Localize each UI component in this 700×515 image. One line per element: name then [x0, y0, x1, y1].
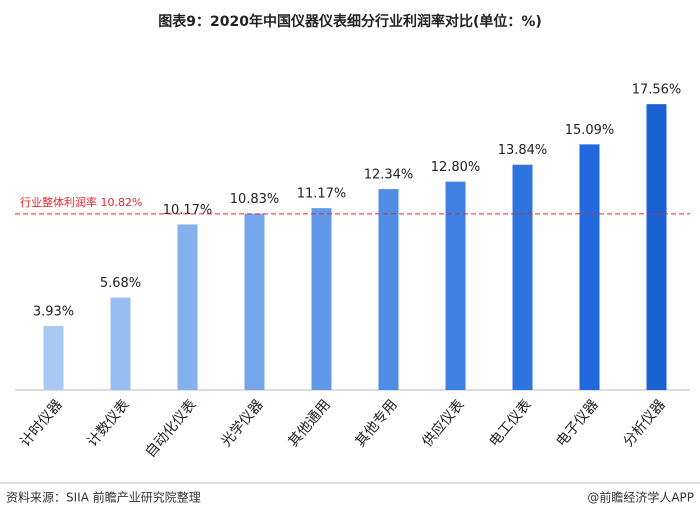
value-label: 10.83%: [230, 192, 280, 207]
chart-title: 图表9：2020年中国仪器仪表细分行业利润率对比(单位：%): [158, 13, 542, 30]
x-tick-label: 供应仪表: [419, 396, 468, 450]
x-tick-label: 电子仪器: [553, 397, 601, 450]
bar: [579, 144, 600, 390]
value-label: 11.17%: [297, 187, 347, 202]
value-label: 10.17%: [163, 203, 213, 218]
bar: [311, 208, 332, 390]
value-label: 13.84%: [498, 143, 548, 158]
value-label: 17.56%: [632, 83, 682, 98]
source-note: 资料来源：SIIA 前瞻产业研究院整理: [6, 490, 201, 505]
x-tick-label: 自动化仪表: [142, 397, 199, 461]
credit: @前瞻经济学人APP: [587, 490, 694, 505]
value-label: 3.93%: [33, 305, 74, 320]
value-label: 12.80%: [431, 160, 481, 175]
bar: [177, 224, 198, 390]
x-tick-label: 光学仪器: [218, 397, 266, 450]
bar: [110, 297, 131, 390]
bar: [646, 104, 667, 390]
bar: [244, 213, 265, 390]
bar: [378, 189, 399, 390]
x-tick-label: 其他通用: [285, 397, 333, 450]
reference-label: 行业整体利润率 10.82%: [20, 195, 142, 209]
x-tick-label: 计时仪器: [17, 397, 65, 450]
value-label: 5.68%: [100, 276, 141, 291]
x-tick-label: 其他专用: [352, 397, 400, 450]
bar: [43, 326, 64, 390]
value-label: 15.09%: [565, 123, 615, 138]
bar: [445, 181, 466, 390]
bar: [512, 164, 533, 390]
x-tick-label: 计数仪表: [84, 397, 132, 450]
x-tick-label: 分析仪器: [620, 397, 668, 450]
value-label: 12.34%: [364, 168, 414, 183]
x-tick-label: 电工仪表: [486, 397, 534, 450]
